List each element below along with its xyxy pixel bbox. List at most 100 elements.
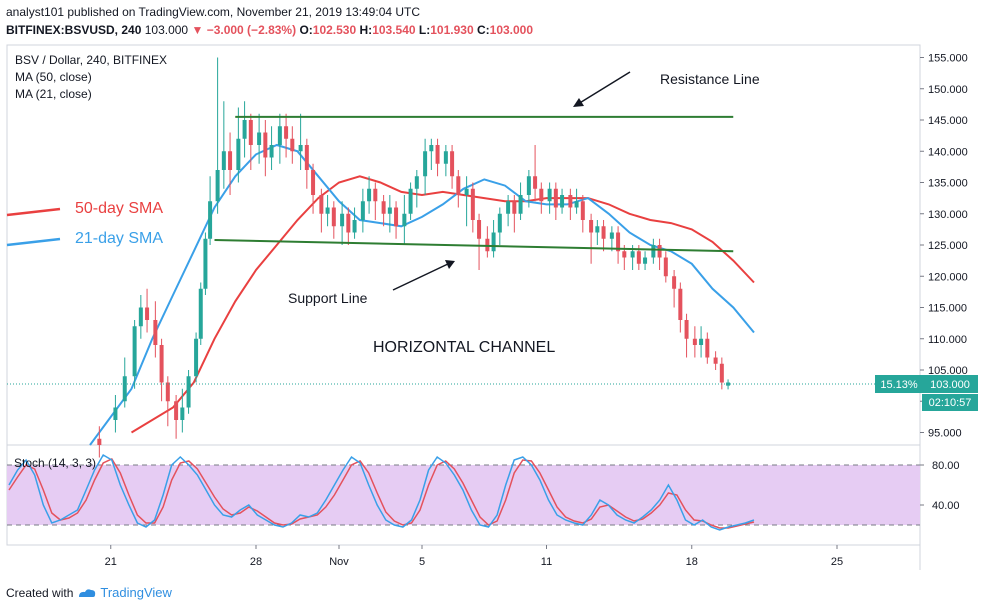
candle-body [491,232,496,252]
candle-body [387,207,392,214]
price-badge-text: 103.000 [930,379,970,391]
sma50-legend-swatch [6,207,61,217]
tradingview-logo[interactable]: TradingView [77,585,172,600]
candle-body [636,251,641,264]
candle-body [138,307,143,327]
candle-body [692,338,697,345]
stoch-band [7,465,920,525]
high-value: 103.540 [372,23,416,37]
candle-body [518,195,523,214]
candle-body [429,145,434,152]
support-arrowhead-icon [445,260,455,269]
candle-body [180,407,185,420]
candle-body [506,201,511,214]
price-tick-label: 155.000 [928,53,968,65]
candle-body [497,213,502,233]
candle-body [304,145,309,170]
candle-body [153,320,158,345]
candle-body [248,120,253,145]
time-tick-label: Nov [329,556,349,568]
candle-body [539,188,544,202]
candle-body [331,207,336,227]
candle-body [423,151,428,177]
support-line [214,239,734,253]
candle-body [402,213,407,227]
candle-body [381,201,386,214]
candle-body [414,176,419,189]
resistance-label: Resistance Line [660,71,760,87]
time-tick-label: 11 [541,556,552,568]
down-arrow-icon: ▼ [191,23,204,37]
candle-body [456,176,461,195]
candle-body [290,138,295,152]
candle-body [657,245,662,258]
candle-body [186,376,191,408]
candle-body [159,345,164,383]
candle-body [298,145,303,152]
candle-body [477,220,482,239]
candle-body [643,257,648,264]
stoch-tick-label: 40.00 [932,500,960,512]
candle-body [284,126,289,139]
legend-title: BSV / Dollar, 240, BITFINEX [15,53,167,67]
candle-body [435,145,440,164]
tradingview-brand: TradingView [100,585,172,600]
candle-body [713,357,718,364]
support-arrow [392,262,451,291]
open-value: 102.530 [312,23,357,37]
candle-body [257,132,262,145]
candle-body [346,213,351,233]
support-label: Support Line [288,290,368,306]
candle-body [553,188,558,208]
candle-body [609,232,614,239]
price-tick-label: 105.000 [928,365,968,377]
price-tick-label: 95.000 [928,428,962,440]
time-tick-label: 28 [250,556,262,568]
ohlc-line: BITFINEX:BSVUSD, 240 103.000 ▼ −3.000 (−… [6,23,533,37]
candle-body [145,307,150,320]
candle-body [443,151,448,164]
footer: Created with TradingView [6,585,172,600]
candle-body [630,251,635,258]
candle-body [277,126,282,145]
channel-label: HORIZONTAL CHANNEL [373,339,555,356]
candle-body [547,188,552,202]
time-tick-label: 5 [419,556,425,568]
price-tick-label: 125.000 [928,240,968,252]
candle-body [533,176,538,189]
resistance-arrow [577,71,631,105]
candle-body [236,138,241,170]
candle-body [580,201,585,220]
candle-body [663,257,668,277]
pct-badge-text: 15.13% [880,379,918,391]
candle-body [208,201,213,239]
candle-body [97,438,102,445]
symbol-label: BITFINEX:BSVUSD, 240 [6,23,142,37]
candle-body [373,188,378,202]
candle-body [568,195,573,208]
legend-ma21: MA (21, close) [15,87,92,101]
candle-body [132,326,137,377]
candle-body [684,320,689,339]
candle-body [719,363,724,383]
price-badge [922,375,978,393]
timer-badge [922,394,978,411]
high-label: H: [359,23,373,37]
candle-body [616,232,621,252]
resistance-arrowhead-icon [573,98,584,107]
time-tick-label: 25 [831,556,843,568]
candle-body [512,201,517,214]
candle-body [450,151,455,177]
low-value: 101.930 [430,23,474,37]
candle-body [526,176,531,195]
candle-body [360,201,365,220]
candle-body [560,195,565,208]
sma50-line [130,175,755,434]
stoch-k-line [8,453,755,531]
legend-ma50: MA (50, close) [15,70,92,84]
candle-body [622,251,627,258]
candle-body [242,120,247,139]
candle-body [269,145,274,158]
candle-body [470,188,475,220]
